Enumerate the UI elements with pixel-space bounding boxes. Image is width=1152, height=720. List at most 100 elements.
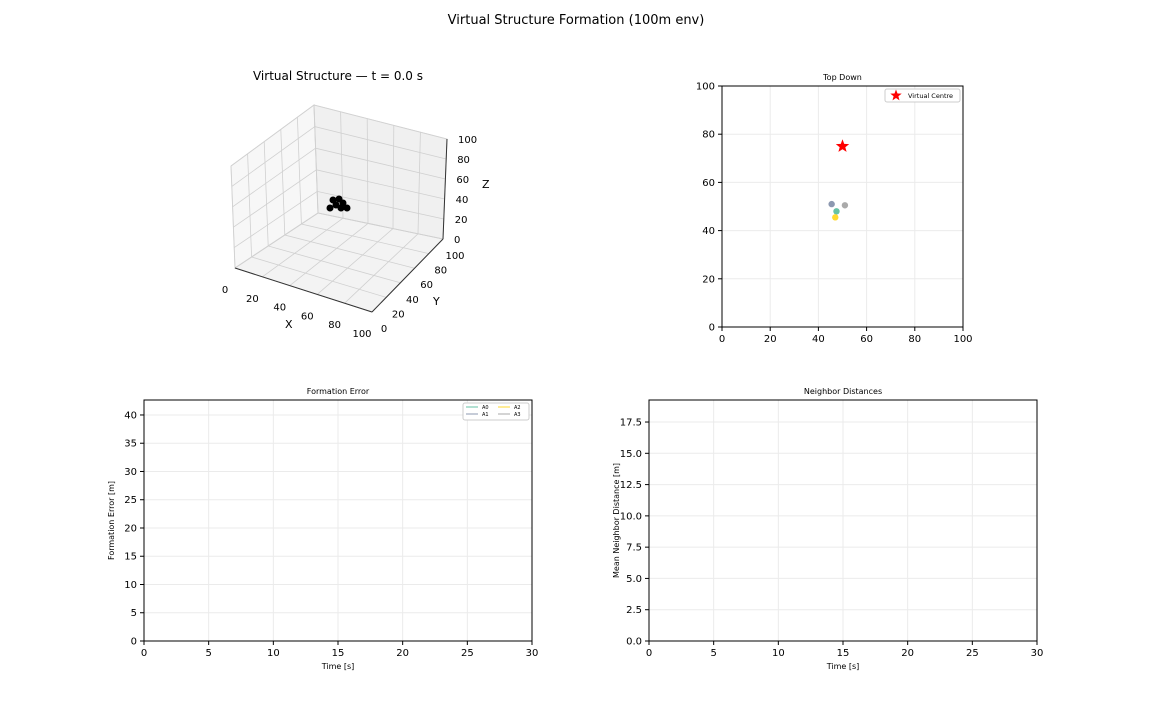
3d-ztick-label: 40 [456,195,469,206]
3d-xtick-label: 80 [328,320,341,331]
3d-marker [343,204,351,212]
x-tick-label: 5 [710,648,716,659]
3d-gridline [263,141,401,284]
y-tick-label: 10.0 [620,511,642,522]
3d-title: Virtual Structure — t = 0.0 s [253,69,423,83]
legend: Virtual Centre [884,88,961,103]
y-tick-label: 12.5 [620,480,642,491]
x-tick-label: 20 [396,648,409,659]
axes-title: Neighbor Distances [804,387,882,396]
3d-ytick-label: 80 [434,266,447,277]
y-tick-label: 5 [131,608,137,619]
y-tick-label: 100 [696,82,715,93]
3d-axes: Virtual Structure — t = 0.0 s 0002020204… [222,69,490,340]
3d-agent-markers [326,195,351,212]
3d-gridline [313,104,444,240]
3d-y-axis [371,238,444,313]
3d-gridline [280,129,415,269]
y-axis-label: Mean Neighbor Distance [m] [612,463,621,578]
y-tick-label: 80 [702,130,715,141]
y-tick-label: 60 [702,178,715,189]
3d-gridline [297,117,429,254]
3d-marker [339,199,347,207]
x-tick-label: 100 [953,334,972,345]
3d-zlabel: Z [482,178,490,191]
3d-xtick-label: 40 [273,303,286,314]
x-tick-label: 20 [901,648,914,659]
x-tick-label: 0 [719,334,725,345]
x-tick-label: 60 [860,334,873,345]
3d-xtick-label: 60 [301,311,314,322]
y-tick-label: 20 [124,523,137,534]
x-axis-label: Time [s] [826,662,860,671]
x-tick-label: 20 [764,334,777,345]
x-tick-label: 80 [908,334,921,345]
3d-ytick-label: 100 [445,251,464,262]
x-tick-label: 30 [526,648,539,659]
y-tick-label: 35 [124,439,137,450]
3d-ytick-label: 0 [381,324,387,335]
axes-frame [648,399,1038,642]
3d-xtick-label: 100 [352,329,371,340]
legend-label: A2 [514,405,521,411]
x-tick-label: 25 [461,648,474,659]
x-tick-label: 0 [141,648,147,659]
y-tick-label: 0 [131,637,137,648]
3d-xtick-label: 20 [246,294,259,305]
agent-point [832,214,839,221]
3d-ylabel: Y [432,295,440,308]
y-tick-label: 2.5 [626,605,642,616]
y-tick-label: 10 [124,580,137,591]
formation-error-axes: Formation Error 0 5 10 15 20 25 30 0 5 10 15 20 25 30 3… [107,387,538,671]
3d-gridline [230,104,448,167]
y-tick-label: 17.5 [620,418,642,429]
x-tick-label: 25 [966,648,979,659]
3d-z-axis [442,138,448,240]
x-tick-label: 30 [1031,648,1044,659]
y-axis-label: Formation Error [m] [107,481,116,560]
3d-ztick-label: 80 [457,155,470,166]
3d-ztick-label: 60 [456,175,469,186]
x-tick-label: 10 [772,648,785,659]
y-tick-label: 25 [124,495,137,506]
y-tick-label: 40 [124,410,137,421]
agent-point [828,200,835,208]
neighbor-distances-axes: Neighbor Distances 0 5 10 15 20 25 30 0.0 2.5 5.0 7… [612,387,1043,671]
3d-ytick-label: 60 [420,280,433,291]
axes-frame [143,399,533,642]
legend-star-icon [890,89,902,101]
y-tick-label: 0.0 [626,637,642,648]
3d-ztick-label: 100 [458,135,477,146]
3d-xlabel: X [285,318,293,331]
3d-ytick-label: 20 [392,309,405,320]
virtual-centre-star [835,139,850,152]
y-tick-label: 15.0 [620,449,642,460]
y-tick-label: 20 [702,274,715,285]
3d-ytick-label: 40 [406,295,419,306]
axes-frame [721,85,964,328]
y-tick-label: 7.5 [626,543,642,554]
y-tick-label: 15 [124,552,137,563]
x-axis-label: Time [s] [321,662,355,671]
x-tick-label: 0 [646,648,652,659]
3d-x-axis [234,267,373,313]
figure-title: Virtual Structure Formation (100m env) [448,13,705,28]
x-tick-label: 15 [837,648,850,659]
legend-box [462,402,530,421]
top-down-axes: Top Down 0 20 40 60 80 100 0 20 40 60 80 100 Virtual … [696,73,973,345]
y-tick-label: 0 [709,323,715,334]
3d-marker [326,204,334,212]
x-tick-label: 15 [332,648,345,659]
legend-label: A3 [514,412,521,418]
legend-label: Virtual Centre [908,92,953,100]
3d-xtick-label: 0 [222,285,228,296]
agent-point [841,202,849,209]
legend-label: A0 [482,405,489,411]
3d-ztick-label: 20 [455,215,468,226]
axes-title: Top Down [822,73,862,82]
axes-title: Formation Error [307,387,370,396]
agent-point [833,208,840,215]
